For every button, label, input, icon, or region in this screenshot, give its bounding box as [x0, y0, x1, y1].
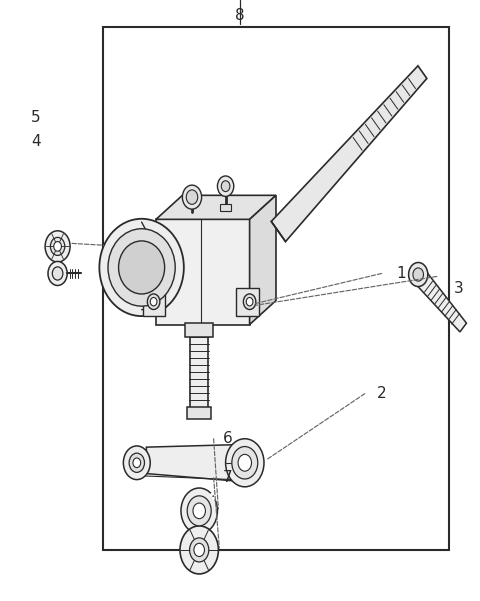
Text: 1: 1: [396, 266, 406, 281]
Circle shape: [54, 242, 61, 251]
Circle shape: [150, 297, 157, 306]
Circle shape: [45, 231, 70, 262]
Circle shape: [147, 294, 160, 310]
Circle shape: [221, 181, 230, 192]
Circle shape: [413, 268, 423, 281]
Polygon shape: [156, 219, 250, 325]
Polygon shape: [156, 195, 276, 219]
Circle shape: [190, 538, 209, 562]
Ellipse shape: [119, 241, 165, 294]
Polygon shape: [146, 445, 233, 481]
Bar: [191, 325, 208, 409]
Ellipse shape: [108, 229, 175, 306]
Polygon shape: [271, 66, 427, 242]
Circle shape: [232, 447, 258, 479]
Polygon shape: [250, 195, 276, 325]
Circle shape: [187, 496, 211, 526]
Circle shape: [182, 185, 202, 209]
Polygon shape: [418, 273, 467, 332]
Text: 6: 6: [223, 432, 233, 446]
Circle shape: [194, 543, 204, 557]
Circle shape: [48, 261, 67, 285]
Polygon shape: [142, 240, 156, 304]
Circle shape: [181, 488, 217, 534]
Text: 3: 3: [454, 281, 463, 296]
Polygon shape: [236, 288, 259, 316]
Circle shape: [217, 176, 234, 197]
Text: 4: 4: [31, 134, 41, 148]
Circle shape: [226, 439, 264, 487]
Circle shape: [180, 526, 218, 574]
Circle shape: [246, 297, 253, 306]
Circle shape: [133, 458, 141, 468]
Circle shape: [408, 263, 428, 287]
Bar: [103, 27, 449, 550]
Circle shape: [193, 503, 205, 519]
Bar: [220, 204, 231, 212]
Circle shape: [186, 190, 198, 204]
Circle shape: [123, 446, 150, 480]
Text: 5: 5: [31, 110, 41, 124]
Ellipse shape: [99, 219, 184, 316]
Text: 7: 7: [223, 471, 233, 485]
Bar: [187, 407, 211, 419]
Circle shape: [243, 294, 256, 310]
Text: 8: 8: [235, 8, 245, 22]
Circle shape: [50, 237, 65, 255]
Polygon shape: [143, 288, 165, 316]
Text: 2: 2: [377, 386, 386, 401]
Circle shape: [52, 267, 63, 280]
Circle shape: [129, 453, 144, 472]
Bar: [185, 323, 214, 337]
Circle shape: [238, 454, 252, 471]
